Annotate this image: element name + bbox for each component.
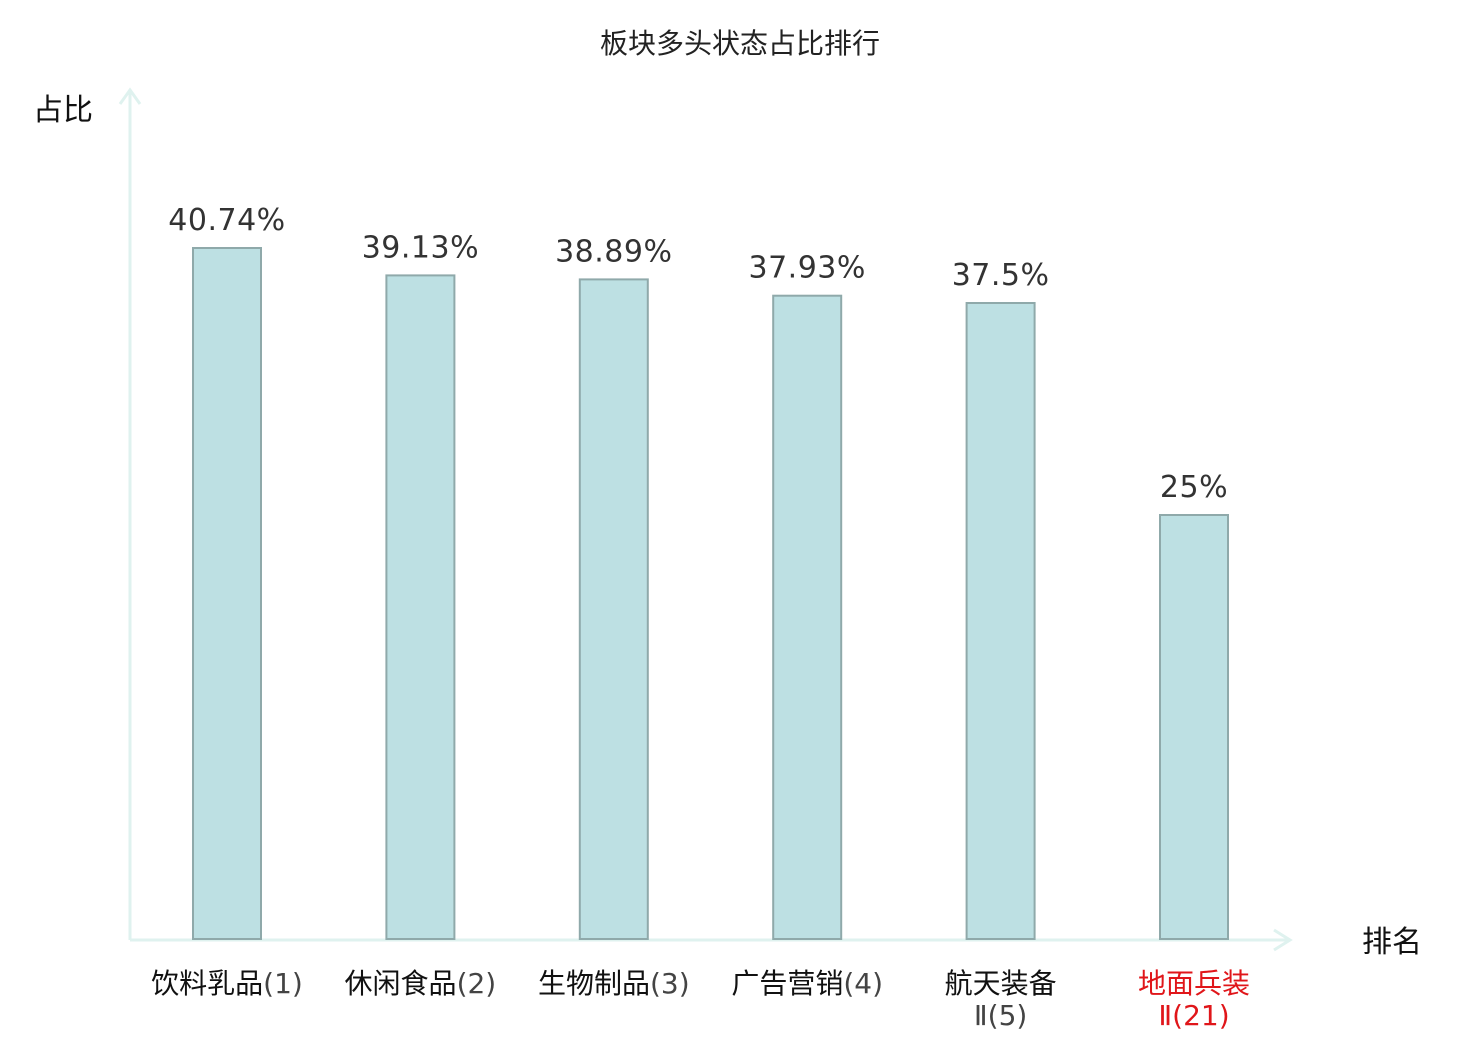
category-name-suffix: Ⅱ [974,999,988,1032]
category-label-3: 生物制品(3) [538,967,690,1000]
y-axis-arrow [118,87,142,105]
category-name: 地面兵装 [1138,967,1250,1000]
bar-3 [578,278,649,940]
category-rank: (1) [263,967,303,1000]
bars-group [192,247,1229,940]
category-rank: (3) [650,967,690,1000]
svg-text:广告营销(4): 广告营销(4) [731,967,883,1000]
category-name: 广告营销 [731,967,843,1000]
category-name: 饮料乳品 [151,967,263,1000]
value-label-3: 38.89% [555,234,672,269]
category-rank: (5) [988,999,1028,1032]
category-label-2: 休闲食品(2) [345,967,497,1000]
bar-1 [192,247,262,940]
bar-4 [772,294,843,940]
category-name: 休闲食品 [345,967,457,1000]
svg-text:生物制品(3): 生物制品(3) [538,967,690,1000]
value-label-1: 40.74% [168,203,285,238]
category-name: 航天装备 [945,967,1057,1000]
value-label-6: 25% [1160,470,1228,505]
y-axis-label: 占比 [33,93,93,128]
category-name: 生物制品 [538,967,650,1000]
chart-title: 板块多头状态占比排行 [600,27,880,60]
value-label-4: 37.93% [749,251,866,286]
bar-6 [1159,514,1229,940]
category-label-1: 饮料乳品(1) [151,967,303,1000]
value-label-5: 37.5% [952,258,1050,293]
category-name-suffix: Ⅱ [1158,999,1172,1032]
category-rank: (2) [457,967,497,1000]
value-label-2: 39.13% [362,230,479,265]
category-labels-group: 饮料乳品(1) 休闲食品(2) 生物制品(3) 广告营销(4) 航天装备Ⅱ(5)地面兵装… [151,967,1250,1032]
category-label-4: 广告营销(4) [731,967,883,1000]
svg-text:Ⅱ(21): Ⅱ(21) [1158,999,1229,1032]
svg-text:休闲食品(2): 休闲食品(2) [345,967,497,1000]
category-rank: (21) [1172,999,1229,1032]
x-axis-label: 排名 [1362,925,1422,960]
axes [118,87,1293,952]
value-labels-group: 40.74% 39.13% 38.89% 37.93% 37.5% 25% [168,203,1228,505]
svg-text:Ⅱ(5): Ⅱ(5) [974,999,1027,1032]
category-rank: (4) [843,967,883,1000]
bar-2 [385,274,456,940]
svg-text:饮料乳品(1): 饮料乳品(1) [151,967,303,1000]
x-axis-arrow [1273,928,1293,952]
bar-5 [965,302,1036,940]
